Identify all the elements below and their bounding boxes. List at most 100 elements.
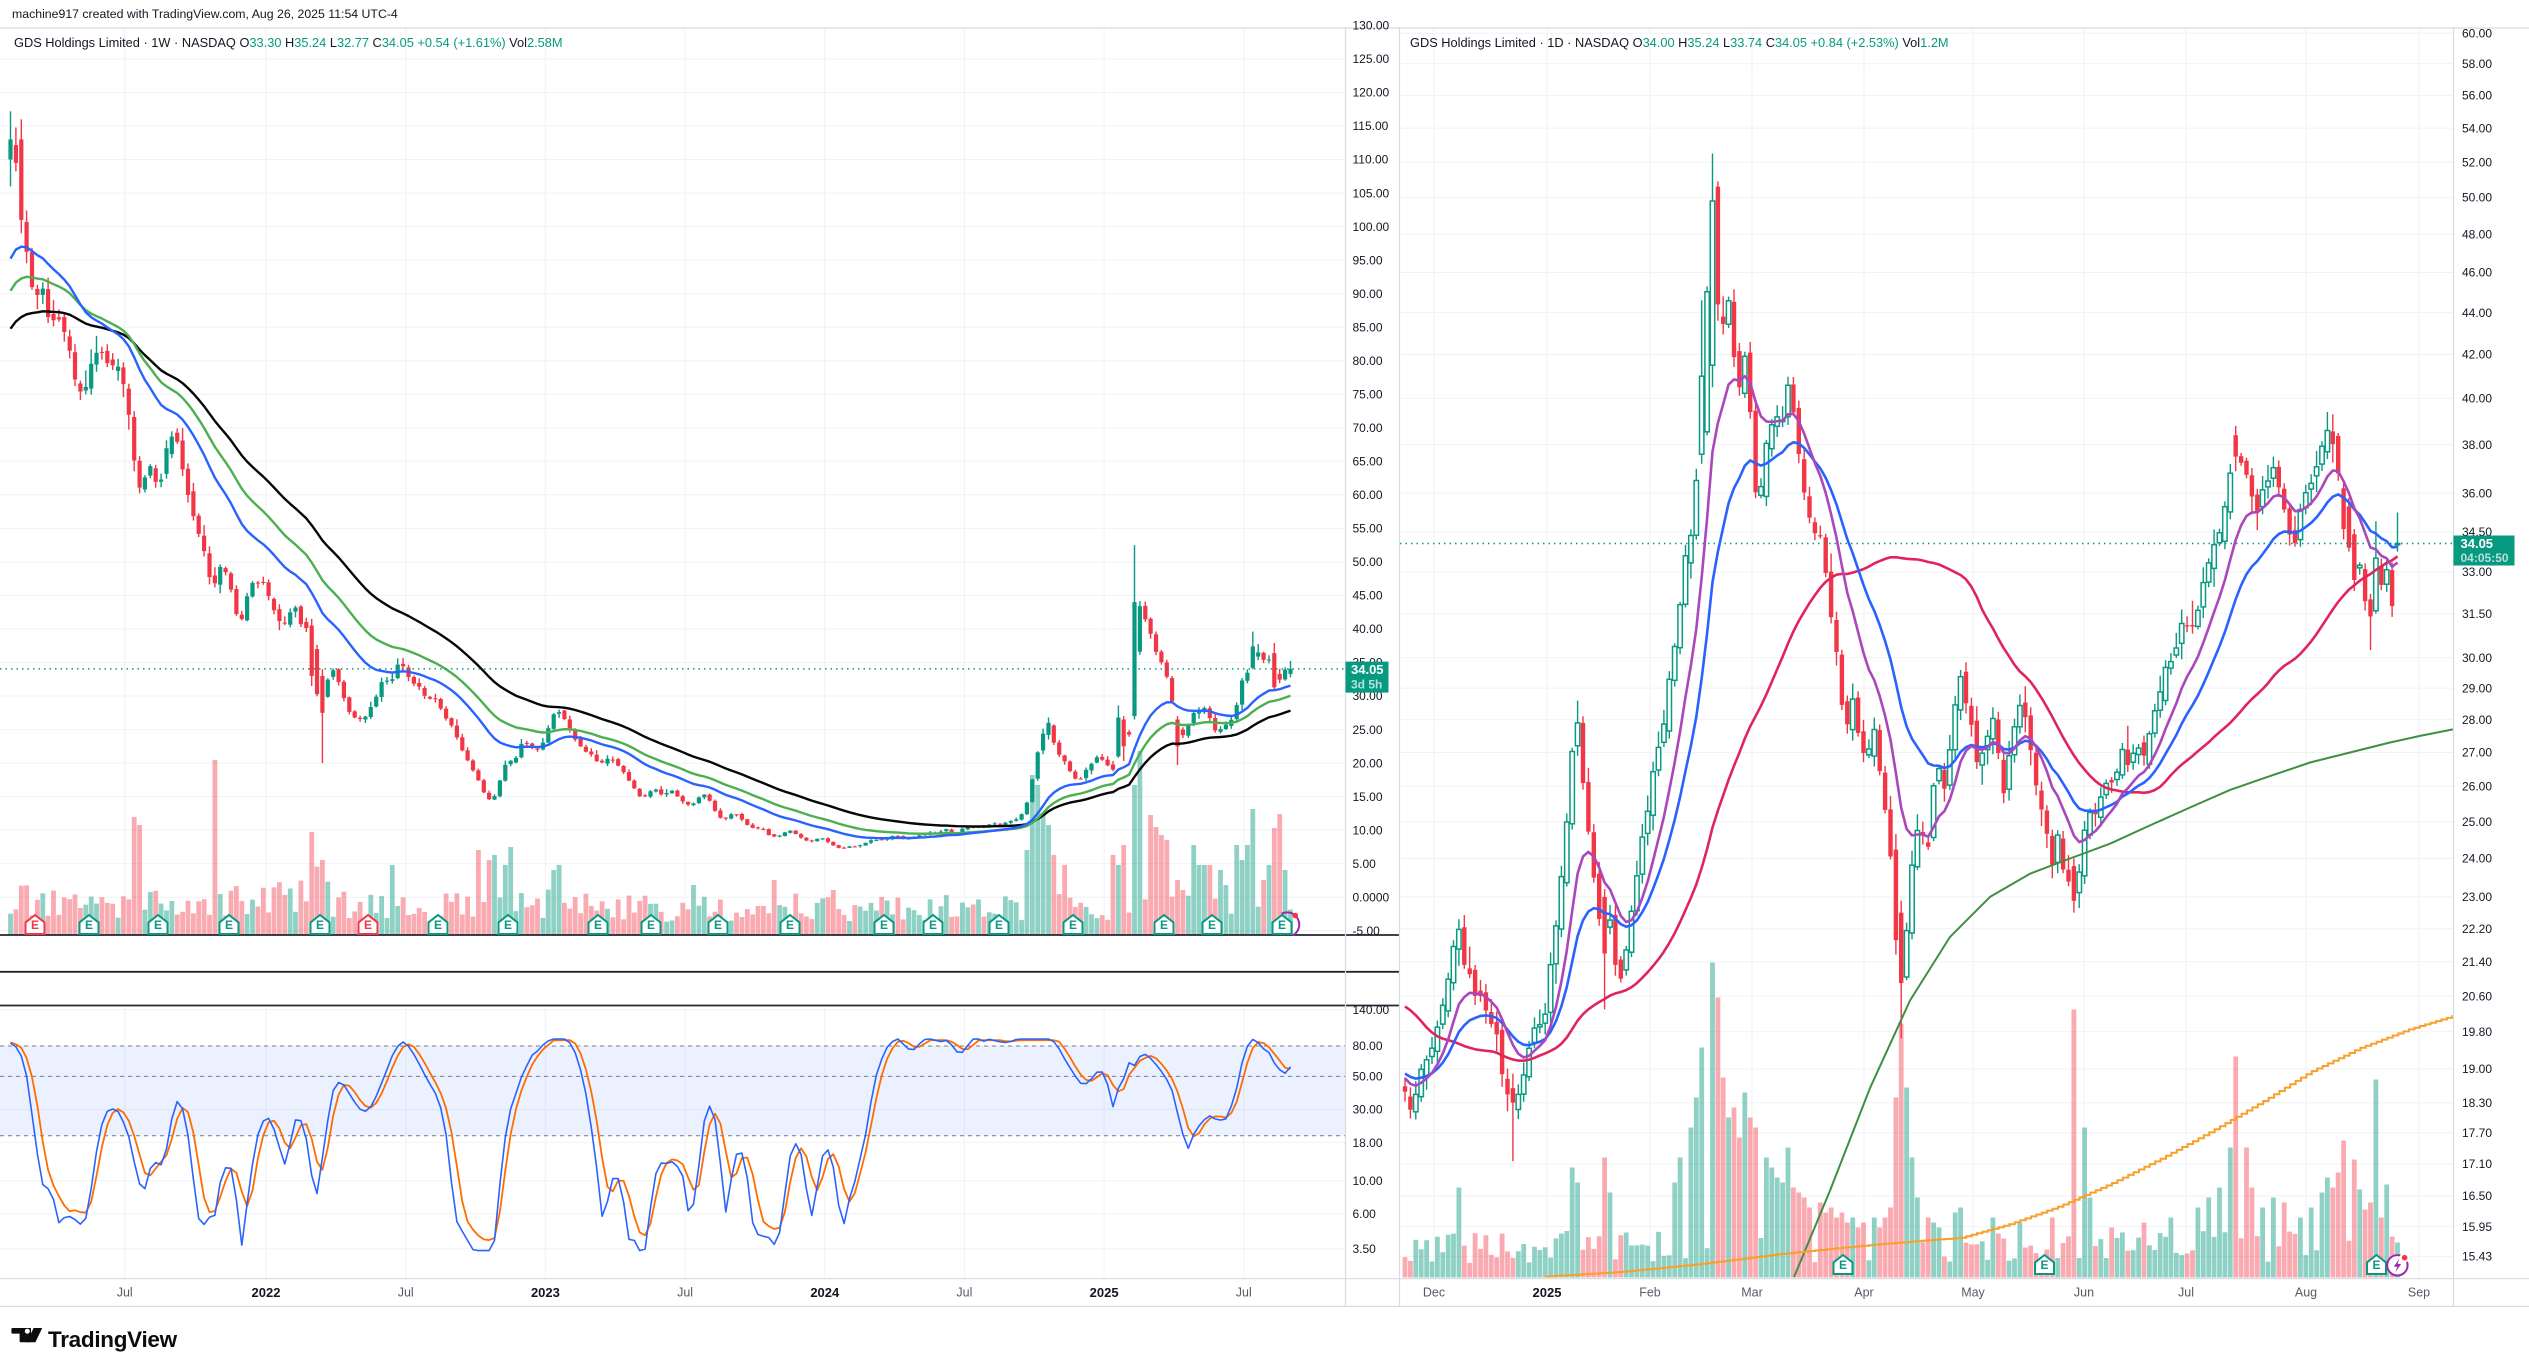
svg-text:E: E	[1208, 918, 1216, 932]
svg-text:04:05:50: 04:05:50	[2461, 551, 2509, 565]
svg-text:16.50: 16.50	[2462, 1189, 2492, 1203]
svg-text:15.43: 15.43	[2462, 1250, 2492, 1264]
svg-text:60.00: 60.00	[2462, 26, 2492, 40]
svg-text:E: E	[714, 918, 722, 932]
svg-text:140.00: 140.00	[1353, 1003, 1390, 1017]
svg-text:machine917 created with Tradin: machine917 created with TradingView.com,…	[12, 7, 398, 21]
svg-text:26.00: 26.00	[2462, 780, 2492, 794]
svg-text:50.00: 50.00	[2462, 191, 2492, 205]
svg-text:30.00: 30.00	[2462, 651, 2492, 665]
svg-text:22.20: 22.20	[2462, 922, 2492, 936]
svg-text:70.00: 70.00	[1353, 421, 1383, 435]
svg-text:100.00: 100.00	[1353, 220, 1390, 234]
svg-text:Apr: Apr	[1854, 1286, 1873, 1300]
svg-text:E: E	[2040, 1258, 2048, 1272]
svg-text:E: E	[1069, 918, 1077, 932]
svg-text:E: E	[995, 918, 1003, 932]
svg-text:E: E	[647, 918, 655, 932]
svg-text:30.00: 30.00	[1353, 1103, 1383, 1117]
svg-text:E: E	[594, 918, 602, 932]
svg-text:17.70: 17.70	[2462, 1126, 2492, 1140]
svg-text:2023: 2023	[531, 1285, 560, 1300]
svg-text:105.00: 105.00	[1353, 186, 1390, 200]
svg-text:-5.00: -5.00	[1353, 924, 1381, 938]
svg-text:20.00: 20.00	[1353, 756, 1383, 770]
svg-text:E: E	[85, 918, 93, 932]
svg-text:GDS Holdings Limited · 1W · NA: GDS Holdings Limited · 1W · NASDAQ O33.3…	[14, 35, 563, 50]
svg-text:115.00: 115.00	[1353, 119, 1389, 133]
svg-text:2024: 2024	[810, 1285, 840, 1300]
svg-text:23.00: 23.00	[2462, 890, 2492, 904]
svg-text:E: E	[504, 918, 512, 932]
svg-text:18.00: 18.00	[1353, 1136, 1383, 1150]
svg-text:130.00: 130.00	[1353, 19, 1390, 33]
svg-text:Jul: Jul	[398, 1286, 414, 1300]
svg-text:34.50: 34.50	[2462, 525, 2492, 539]
svg-text:110.00: 110.00	[1353, 153, 1389, 167]
svg-text:125.00: 125.00	[1353, 52, 1390, 66]
svg-text:3d 5h: 3d 5h	[1351, 677, 1382, 691]
svg-text:Dec: Dec	[1423, 1286, 1445, 1300]
svg-text:Aug: Aug	[2295, 1286, 2317, 1300]
svg-text:75.00: 75.00	[1353, 387, 1383, 401]
svg-text:80.00: 80.00	[1353, 1039, 1383, 1053]
svg-text:Jul: Jul	[677, 1286, 693, 1300]
svg-text:38.00: 38.00	[2462, 438, 2492, 452]
svg-text:54.00: 54.00	[2462, 121, 2492, 135]
svg-text:80.00: 80.00	[1353, 354, 1383, 368]
svg-text:48.00: 48.00	[2462, 227, 2492, 241]
svg-text:2025: 2025	[1533, 1285, 1562, 1300]
svg-text:24.00: 24.00	[2462, 852, 2492, 866]
svg-text:85.00: 85.00	[1353, 320, 1383, 334]
svg-text:25.00: 25.00	[2462, 815, 2492, 829]
svg-text:Jul: Jul	[2178, 1286, 2194, 1300]
svg-text:95.00: 95.00	[1353, 253, 1383, 267]
svg-text:10.00: 10.00	[1353, 1174, 1383, 1188]
svg-text:0.0000: 0.0000	[1353, 890, 1390, 904]
svg-text:Jul: Jul	[1236, 1286, 1252, 1300]
svg-text:E: E	[316, 918, 324, 932]
svg-text:52.00: 52.00	[2462, 155, 2492, 169]
svg-text:E: E	[880, 918, 888, 932]
svg-text:28.00: 28.00	[2462, 713, 2492, 727]
svg-text:58.00: 58.00	[2462, 57, 2492, 71]
svg-text:56.00: 56.00	[2462, 89, 2492, 103]
svg-text:55.00: 55.00	[1353, 522, 1383, 536]
svg-text:15.95: 15.95	[2462, 1220, 2492, 1234]
svg-text:E: E	[225, 918, 233, 932]
svg-text:Jun: Jun	[2074, 1286, 2094, 1300]
svg-text:50.00: 50.00	[1353, 1070, 1383, 1084]
svg-text:6.00: 6.00	[1353, 1207, 1377, 1221]
svg-text:3.50: 3.50	[1353, 1242, 1377, 1256]
svg-text:29.00: 29.00	[2462, 681, 2492, 695]
svg-text:50.00: 50.00	[1353, 555, 1383, 569]
svg-text:44.00: 44.00	[2462, 306, 2492, 320]
svg-text:E: E	[2372, 1258, 2380, 1272]
svg-text:45.00: 45.00	[1353, 589, 1383, 603]
svg-text:Feb: Feb	[1639, 1286, 1661, 1300]
svg-text:17.10: 17.10	[2462, 1157, 2492, 1171]
svg-text:42.00: 42.00	[2462, 348, 2492, 362]
svg-text:E: E	[1278, 918, 1286, 932]
svg-text:15.00: 15.00	[1353, 790, 1383, 804]
svg-text:2025: 2025	[1090, 1285, 1119, 1300]
svg-text:30.00: 30.00	[1353, 689, 1383, 703]
svg-text:90.00: 90.00	[1353, 287, 1383, 301]
svg-text:25.00: 25.00	[1353, 723, 1383, 737]
svg-text:2022: 2022	[252, 1285, 281, 1300]
svg-text:46.00: 46.00	[2462, 266, 2492, 280]
svg-text:40.00: 40.00	[1353, 622, 1383, 636]
svg-text:E: E	[31, 918, 39, 932]
svg-text:Mar: Mar	[1741, 1286, 1763, 1300]
svg-text:34.05: 34.05	[1351, 662, 1384, 677]
svg-text:Sep: Sep	[2408, 1286, 2430, 1300]
svg-text:E: E	[786, 918, 794, 932]
svg-text:36.00: 36.00	[2462, 487, 2492, 501]
svg-text:E: E	[929, 918, 937, 932]
svg-text:May: May	[1961, 1286, 1985, 1300]
svg-text:E: E	[434, 918, 442, 932]
svg-text:E: E	[364, 918, 372, 932]
svg-text:E: E	[154, 918, 162, 932]
svg-text:18.30: 18.30	[2462, 1096, 2492, 1110]
svg-text:65.00: 65.00	[1353, 455, 1383, 469]
